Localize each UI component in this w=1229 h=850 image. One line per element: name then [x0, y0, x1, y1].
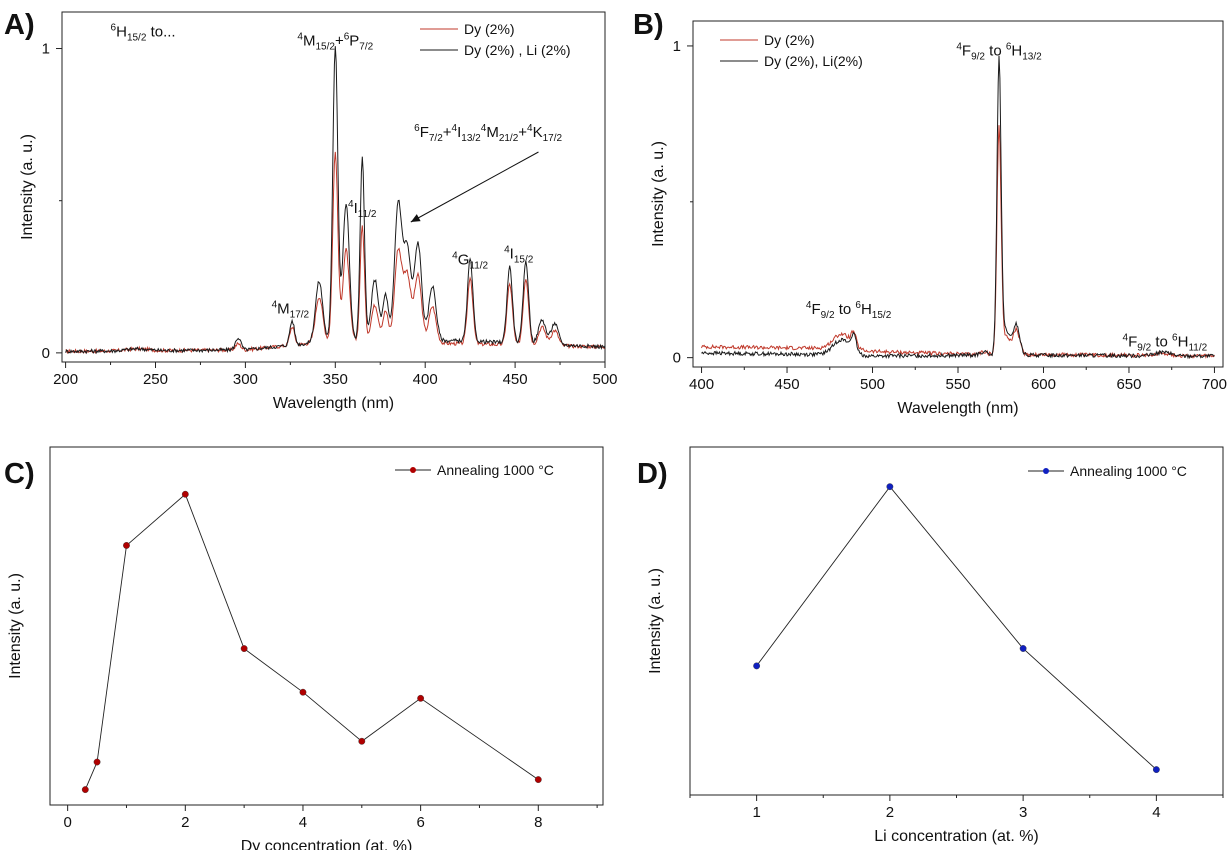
y-tick-label: 0	[673, 350, 681, 367]
y-axis-title: Intensity (a. u.)	[647, 568, 664, 674]
series-line	[756, 485, 1157, 770]
annotation-arrowhead	[410, 214, 421, 222]
annotation-arrow	[410, 151, 539, 223]
data-point	[240, 645, 248, 652]
plot-frame	[49, 446, 604, 806]
x-tick-label: 450	[775, 376, 800, 393]
y-tick-label: 0	[42, 345, 50, 362]
x-tick-label: 700	[1202, 376, 1227, 393]
spectrum-line	[701, 125, 1215, 360]
panel-letter: D)	[637, 458, 668, 490]
y-axis-title: Intensity (a. u.)	[7, 573, 24, 679]
plot-frame	[61, 11, 606, 363]
legend-marker	[410, 467, 416, 473]
panel-c: C) 0 2 4 6 8 Dy concentration (at. %) Intensity…	[4, 446, 604, 850]
x-axis-title: Wavelength (nm)	[897, 400, 1018, 417]
legend-marker	[1043, 468, 1049, 474]
annotation-label: 4I15/2	[504, 245, 534, 266]
x-tick-label: 4	[299, 814, 307, 831]
annotation-label: 4F9/2 to 6H15/2	[806, 300, 892, 321]
data-point	[93, 758, 101, 766]
panel-letter: B)	[633, 9, 664, 41]
x-tick-label: 300	[233, 371, 258, 388]
x-tick-label: 250	[143, 371, 168, 388]
annotation-label: 4G11/2	[452, 251, 488, 272]
legend-label: Dy (2%) , Li (2%)	[464, 42, 571, 58]
x-axis-title: Li concentration (at. %)	[874, 828, 1039, 845]
annotation-label: 4I11/2	[348, 199, 377, 220]
panel-letter: A)	[4, 9, 35, 41]
annotation-label: 4F9/2 to 6H11/2	[1123, 333, 1208, 354]
x-axis-title: Wavelength (nm)	[273, 395, 394, 412]
x-tick-label: 6	[416, 814, 424, 831]
x-tick-label: 3	[1019, 804, 1027, 821]
legend-label: Dy (2%)	[464, 21, 515, 37]
x-tick-label: 650	[1116, 376, 1141, 393]
data-point	[1152, 766, 1160, 773]
legend-label: Dy (2%)	[764, 32, 815, 48]
data-point	[753, 662, 761, 670]
plot-frame	[692, 20, 1224, 368]
data-point	[181, 490, 189, 498]
annotation-label: 4F9/2 to 6H13/2	[956, 41, 1042, 62]
spectrum-line	[701, 55, 1215, 360]
x-axis-title: Dy concentration (at. %)	[241, 838, 413, 850]
legend: Annealing 1000 °C	[395, 462, 554, 478]
x-tick-label: 400	[413, 371, 438, 388]
data-point	[358, 737, 366, 745]
annotation-label: 4M17/2	[272, 299, 310, 320]
legend: Annealing 1000 °C	[1028, 463, 1187, 479]
legend: Dy (2%) Dy (2%) , Li (2%)	[420, 21, 571, 58]
spectrum-line	[65, 46, 606, 355]
series-line	[84, 493, 539, 790]
x-tick-label: 4	[1152, 804, 1160, 821]
x-tick-label: 2	[181, 814, 189, 831]
annotation-label: 6H15/2 to...	[111, 22, 176, 43]
panel-a: A) 200 250 300 350 400 450 500 Wavelength (nm) In…	[4, 9, 618, 412]
legend-label: Annealing 1000 °C	[1070, 463, 1187, 479]
data-point	[534, 776, 542, 783]
legend-label: Dy (2%), Li(2%)	[764, 53, 863, 69]
data-point	[417, 694, 425, 702]
legend: Dy (2%) Dy (2%), Li(2%)	[720, 32, 863, 69]
y-tick-label: 1	[673, 38, 681, 55]
plot-frame	[689, 446, 1224, 796]
data-point	[886, 483, 894, 491]
data-point	[81, 786, 89, 794]
panel-b: B) 400 450 500 550 600 650 700 Wavelength (nm) In…	[633, 9, 1227, 417]
x-tick-label: 500	[592, 371, 617, 388]
data-point	[1019, 645, 1027, 652]
y-axis-title: Intensity (a. u.)	[650, 141, 667, 247]
x-tick-label: 500	[860, 376, 885, 393]
x-tick-label: 0	[63, 814, 71, 831]
annotation-label: 6F7/2+4I13/24M21/2+4K17/2	[414, 123, 562, 144]
annotation-label: 4M15/2+6P7/2	[297, 31, 373, 52]
y-tick-label: 1	[42, 41, 50, 58]
panel-letter: C)	[4, 458, 35, 490]
y-axis-title: Intensity (a. u.)	[19, 134, 36, 240]
legend-label: Annealing 1000 °C	[437, 462, 554, 478]
x-tick-label: 600	[1031, 376, 1056, 393]
x-tick-label: 550	[945, 376, 970, 393]
x-tick-label: 400	[689, 376, 714, 393]
x-tick-label: 450	[503, 371, 528, 388]
x-tick-label: 200	[53, 371, 78, 388]
x-tick-label: 8	[534, 814, 542, 831]
x-tick-label: 1	[752, 804, 760, 821]
spectrum-line	[65, 151, 606, 355]
data-point	[123, 542, 130, 549]
x-tick-label: 350	[323, 371, 348, 388]
x-tick-label: 2	[886, 804, 894, 821]
data-point	[299, 688, 307, 696]
panel-d: D) 1 2 3 4 Li concentration (at. %) Intensity …	[637, 446, 1224, 845]
